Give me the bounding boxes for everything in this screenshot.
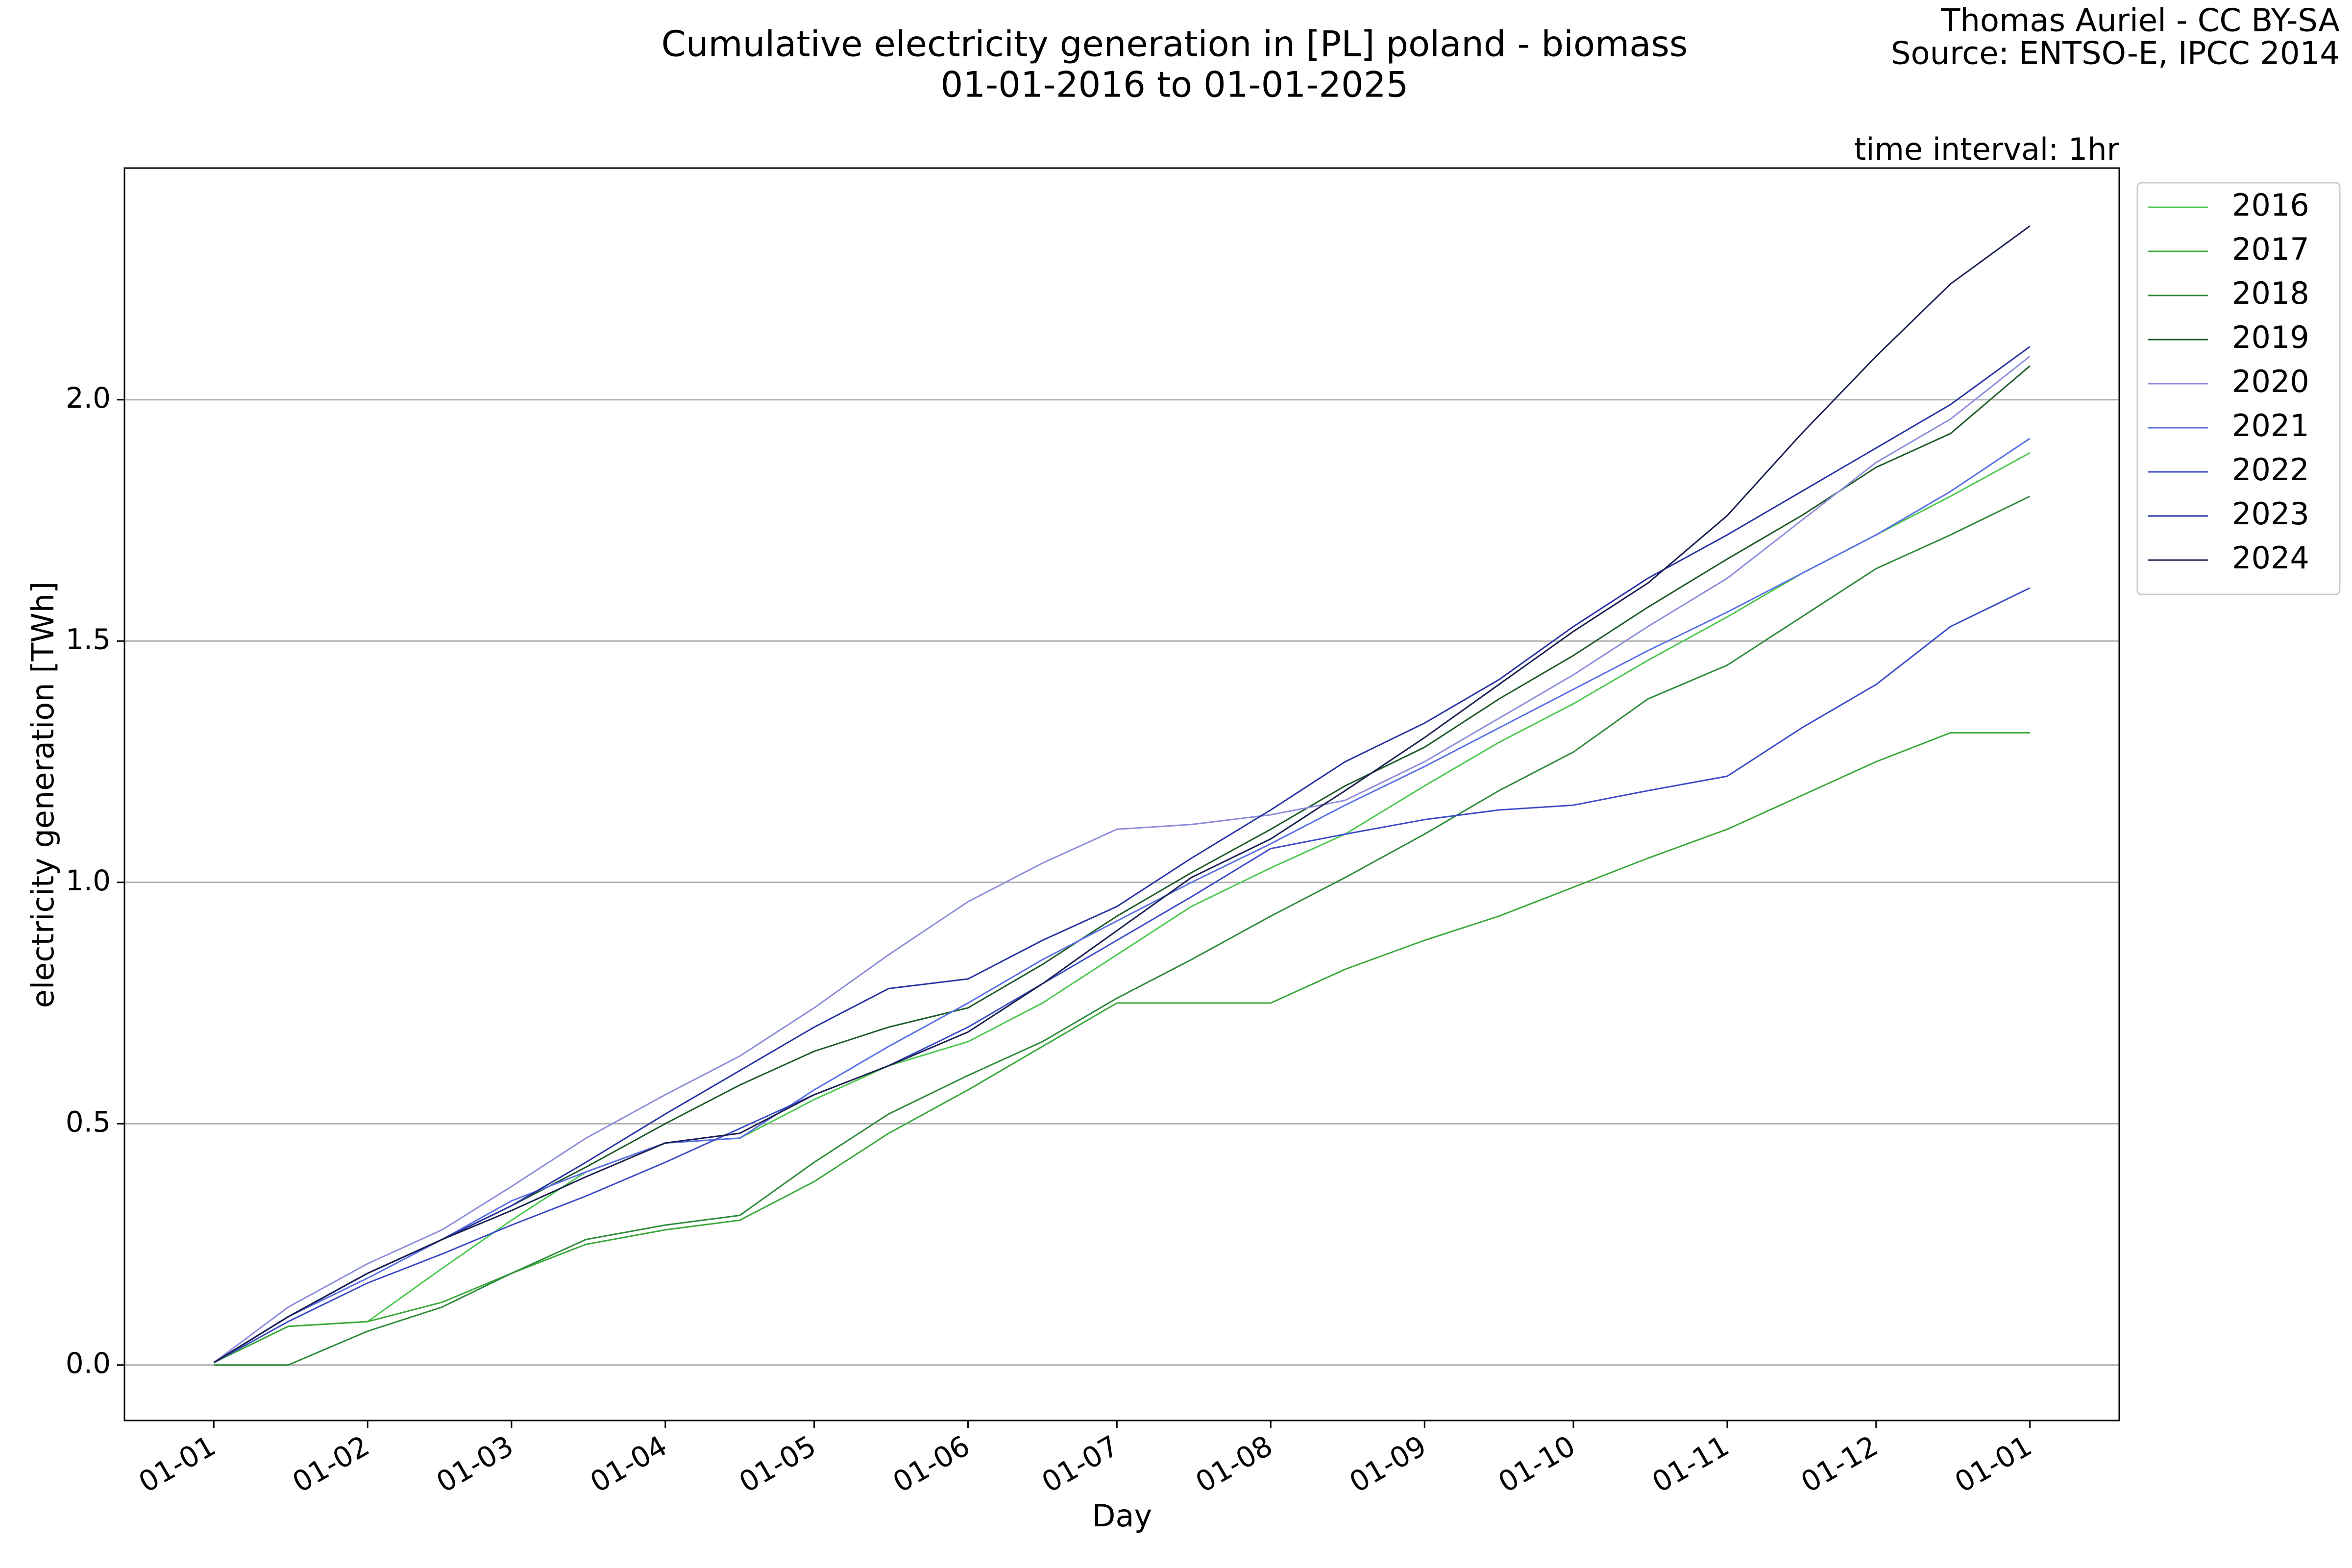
y-axis-label: electricity generation [TWh] [25,582,61,1008]
legend-label: 2016 [2232,187,2309,223]
x-axis-label: Day [1092,1498,1152,1534]
legend-label: 2021 [2232,408,2309,443]
series-line [213,587,2031,1364]
series-line [214,495,2031,1366]
y-tick-label: 0.0 [66,1347,111,1380]
y-tick-label: 1.0 [66,864,111,897]
series-line [213,346,2031,1364]
chart-title: Cumulative electricity generation in [PL… [662,24,1688,65]
legend-label: 2022 [2232,452,2309,488]
series-line [213,225,2031,1364]
chart-subtitle: 01-01-2016 to 01-01-2025 [941,64,1409,105]
credit: Thomas Auriel - CC BY-SA [1940,3,2340,39]
legend-label: 2019 [2232,319,2309,355]
series-line [213,452,2031,1364]
legend-label: 2018 [2232,275,2309,311]
y-tick-label: 1.5 [66,622,111,656]
legend-label: 2017 [2232,231,2309,267]
source: Source: ENTSO-E, IPCC 2014 [1891,36,2340,72]
plot-frame [123,167,2120,1421]
series-line [213,355,2031,1364]
legend-label: 2020 [2232,364,2309,399]
legend-label: 2024 [2232,540,2309,576]
y-tick-label: 2.0 [66,381,111,415]
series-line [213,438,2031,1364]
legend-label: 2023 [2232,496,2309,532]
interval-note: time interval: 1hr [1854,131,2119,167]
y-tick-label: 0.5 [66,1105,111,1138]
legend-box [2136,182,2341,595]
